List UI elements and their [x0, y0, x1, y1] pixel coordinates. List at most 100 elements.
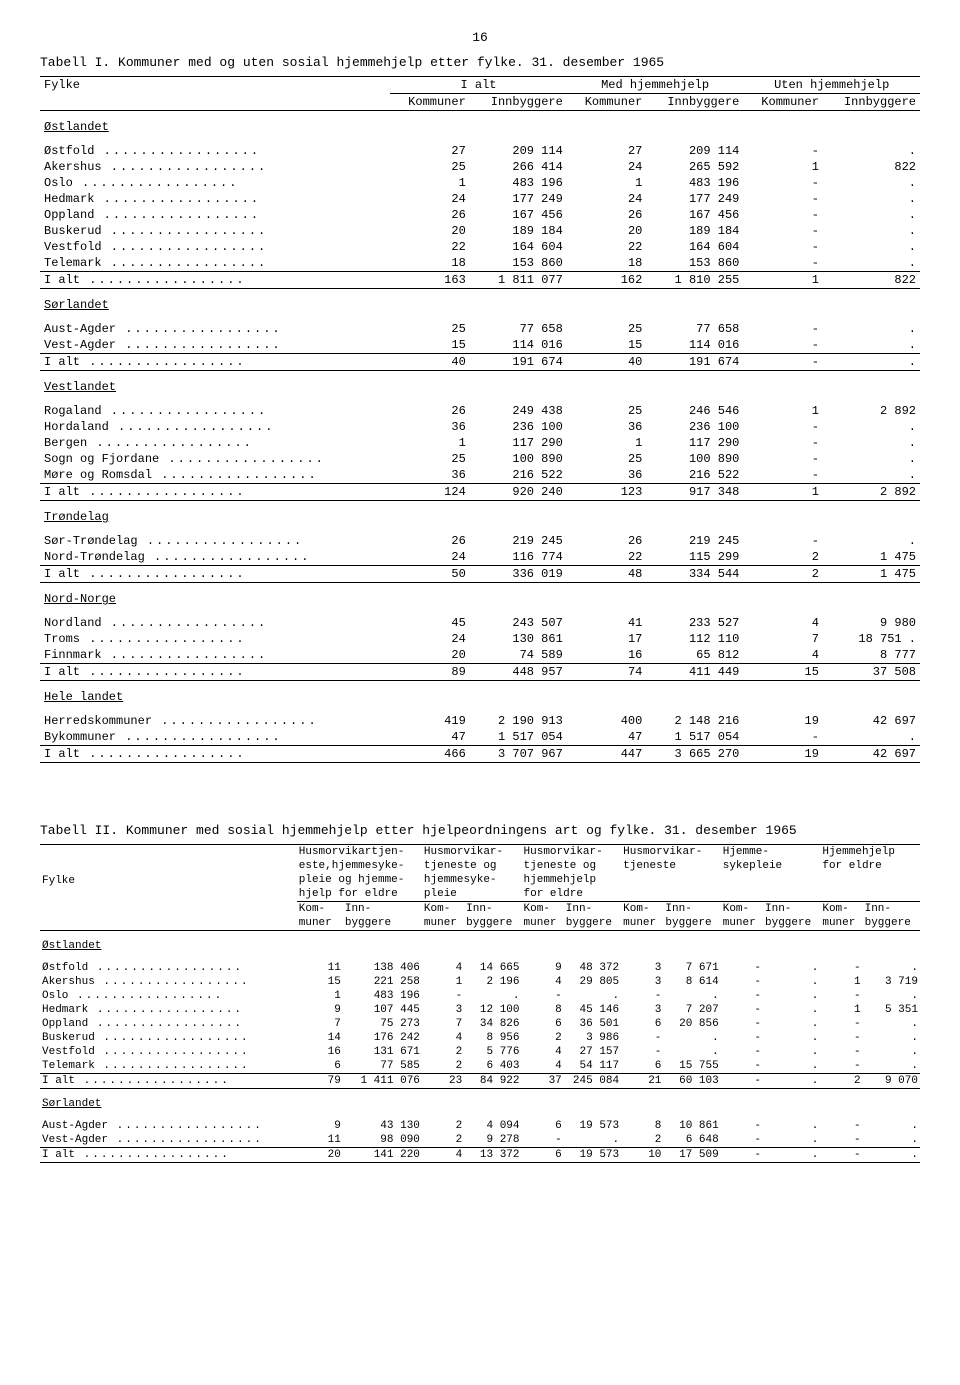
cell: 22: [567, 549, 647, 566]
cell: 5 351: [863, 1003, 920, 1017]
cell: 4: [522, 1059, 564, 1074]
cell: 10: [621, 1148, 663, 1163]
cell: .: [823, 191, 920, 207]
t2-inn1b: byggere: [343, 916, 422, 931]
t2-g3c: hjemmehjelp: [522, 873, 622, 887]
cell: 19 573: [564, 1148, 621, 1163]
cell: .: [763, 975, 820, 989]
cell: 2 190 913: [470, 713, 567, 729]
cell: 15: [743, 664, 823, 681]
cell: 822: [823, 159, 920, 175]
cell: -: [743, 435, 823, 451]
table-row: Herredskommuner4192 190 9134002 148 2161…: [40, 713, 920, 729]
t1-h-ialt: I alt: [390, 77, 567, 94]
table-row: Telemark677 58526 403454 117615 755-.-.: [40, 1059, 920, 1074]
t2-kom3a: Kom-: [522, 902, 564, 917]
cell: 3: [621, 961, 663, 975]
cell: 6: [621, 1017, 663, 1031]
row-label: Buskerud: [40, 1031, 297, 1045]
t2-g2c: hjemmesyke-: [422, 873, 522, 887]
cell: 209 114: [470, 143, 567, 159]
table-row: Sør-Trøndelag26219 24526219 245-.: [40, 533, 920, 549]
cell: 917 348: [646, 484, 743, 501]
cell: 1: [743, 484, 823, 501]
table1-caption: Tabell I. Kommuner med og uten sosial hj…: [40, 55, 920, 70]
t2-kom5a: Kom-: [721, 902, 763, 917]
cell: -: [621, 1031, 663, 1045]
cell: 6: [522, 1119, 564, 1133]
table-row: Bykommuner471 517 054471 517 054-.: [40, 729, 920, 746]
cell: 138 406: [343, 961, 422, 975]
cell: .: [823, 223, 920, 239]
row-label: Møre og Romsdal: [40, 467, 390, 484]
cell: 6: [522, 1017, 564, 1031]
t1-h-kom2: Kommuner: [567, 94, 647, 111]
t1-h-inn1: Innbyggere: [470, 94, 567, 111]
cell: 7 671: [663, 961, 720, 975]
cell: -: [743, 143, 823, 159]
cell: 18: [567, 255, 647, 272]
t2-inn2b: byggere: [464, 916, 521, 931]
cell: 25: [567, 321, 647, 337]
table-row: Aust-Agder943 13024 094619 573810 861-.-…: [40, 1119, 920, 1133]
cell: .: [863, 1017, 920, 1031]
cell: 98 090: [343, 1133, 422, 1148]
cell: 400: [567, 713, 647, 729]
cell: 26: [390, 533, 470, 549]
table-row: I alt791 411 0762384 92237245 0842160 10…: [40, 1074, 920, 1089]
cell: .: [464, 989, 521, 1003]
cell: .: [663, 1031, 720, 1045]
cell: 17 509: [663, 1148, 720, 1163]
cell: 219 245: [646, 533, 743, 549]
cell: 77 585: [343, 1059, 422, 1074]
table-row: Nordland45243 50741233 52749 980: [40, 615, 920, 631]
cell: 6: [522, 1148, 564, 1163]
row-label: Østfold: [40, 961, 297, 975]
t2-kom3b: muner: [522, 916, 564, 931]
cell: 6: [621, 1059, 663, 1074]
cell: -: [621, 1045, 663, 1059]
cell: .: [564, 1133, 621, 1148]
cell: 36: [390, 419, 470, 435]
cell: .: [823, 143, 920, 159]
cell: -: [820, 1045, 862, 1059]
row-label: Herredskommuner: [40, 713, 390, 729]
cell: 11: [297, 1133, 343, 1148]
t2-g2a: Husmorvikar-: [422, 845, 522, 860]
cell: -: [721, 1119, 763, 1133]
cell: 29 805: [564, 975, 621, 989]
cell: 2: [820, 1074, 862, 1089]
cell: 16: [297, 1045, 343, 1059]
cell: 75 273: [343, 1017, 422, 1031]
cell: 2 892: [823, 403, 920, 419]
table-row: Vest-Agder1198 09029 278-.26 648-.-.: [40, 1133, 920, 1148]
cell: -: [820, 1148, 862, 1163]
cell: 8: [522, 1003, 564, 1017]
cell: 233 527: [646, 615, 743, 631]
cell: 116 774: [470, 549, 567, 566]
cell: 37 508: [823, 664, 920, 681]
cell: .: [823, 451, 920, 467]
cell: 15 755: [663, 1059, 720, 1074]
cell: 27 157: [564, 1045, 621, 1059]
cell: 50: [390, 566, 470, 583]
cell: .: [763, 1119, 820, 1133]
row-label: Sogn og Fjordane: [40, 451, 390, 467]
section-label: Trøndelag: [40, 509, 920, 525]
cell: 24: [567, 159, 647, 175]
t2-g5b: sykepleie: [721, 859, 821, 873]
row-label: Nordland: [40, 615, 390, 631]
row-label: Aust-Agder: [40, 321, 390, 337]
table-row: Trøndelag: [40, 509, 920, 525]
row-label: Hordaland: [40, 419, 390, 435]
table-row: Oppland26167 45626167 456-.: [40, 207, 920, 223]
cell: .: [863, 1119, 920, 1133]
row-label: I alt: [40, 354, 390, 371]
row-label: Oppland: [40, 1017, 297, 1031]
cell: 12 100: [464, 1003, 521, 1017]
cell: 1 411 076: [343, 1074, 422, 1089]
row-label: Østfold: [40, 143, 390, 159]
cell: .: [564, 989, 621, 1003]
cell: 2: [621, 1133, 663, 1148]
row-label: Sør-Trøndelag: [40, 533, 390, 549]
